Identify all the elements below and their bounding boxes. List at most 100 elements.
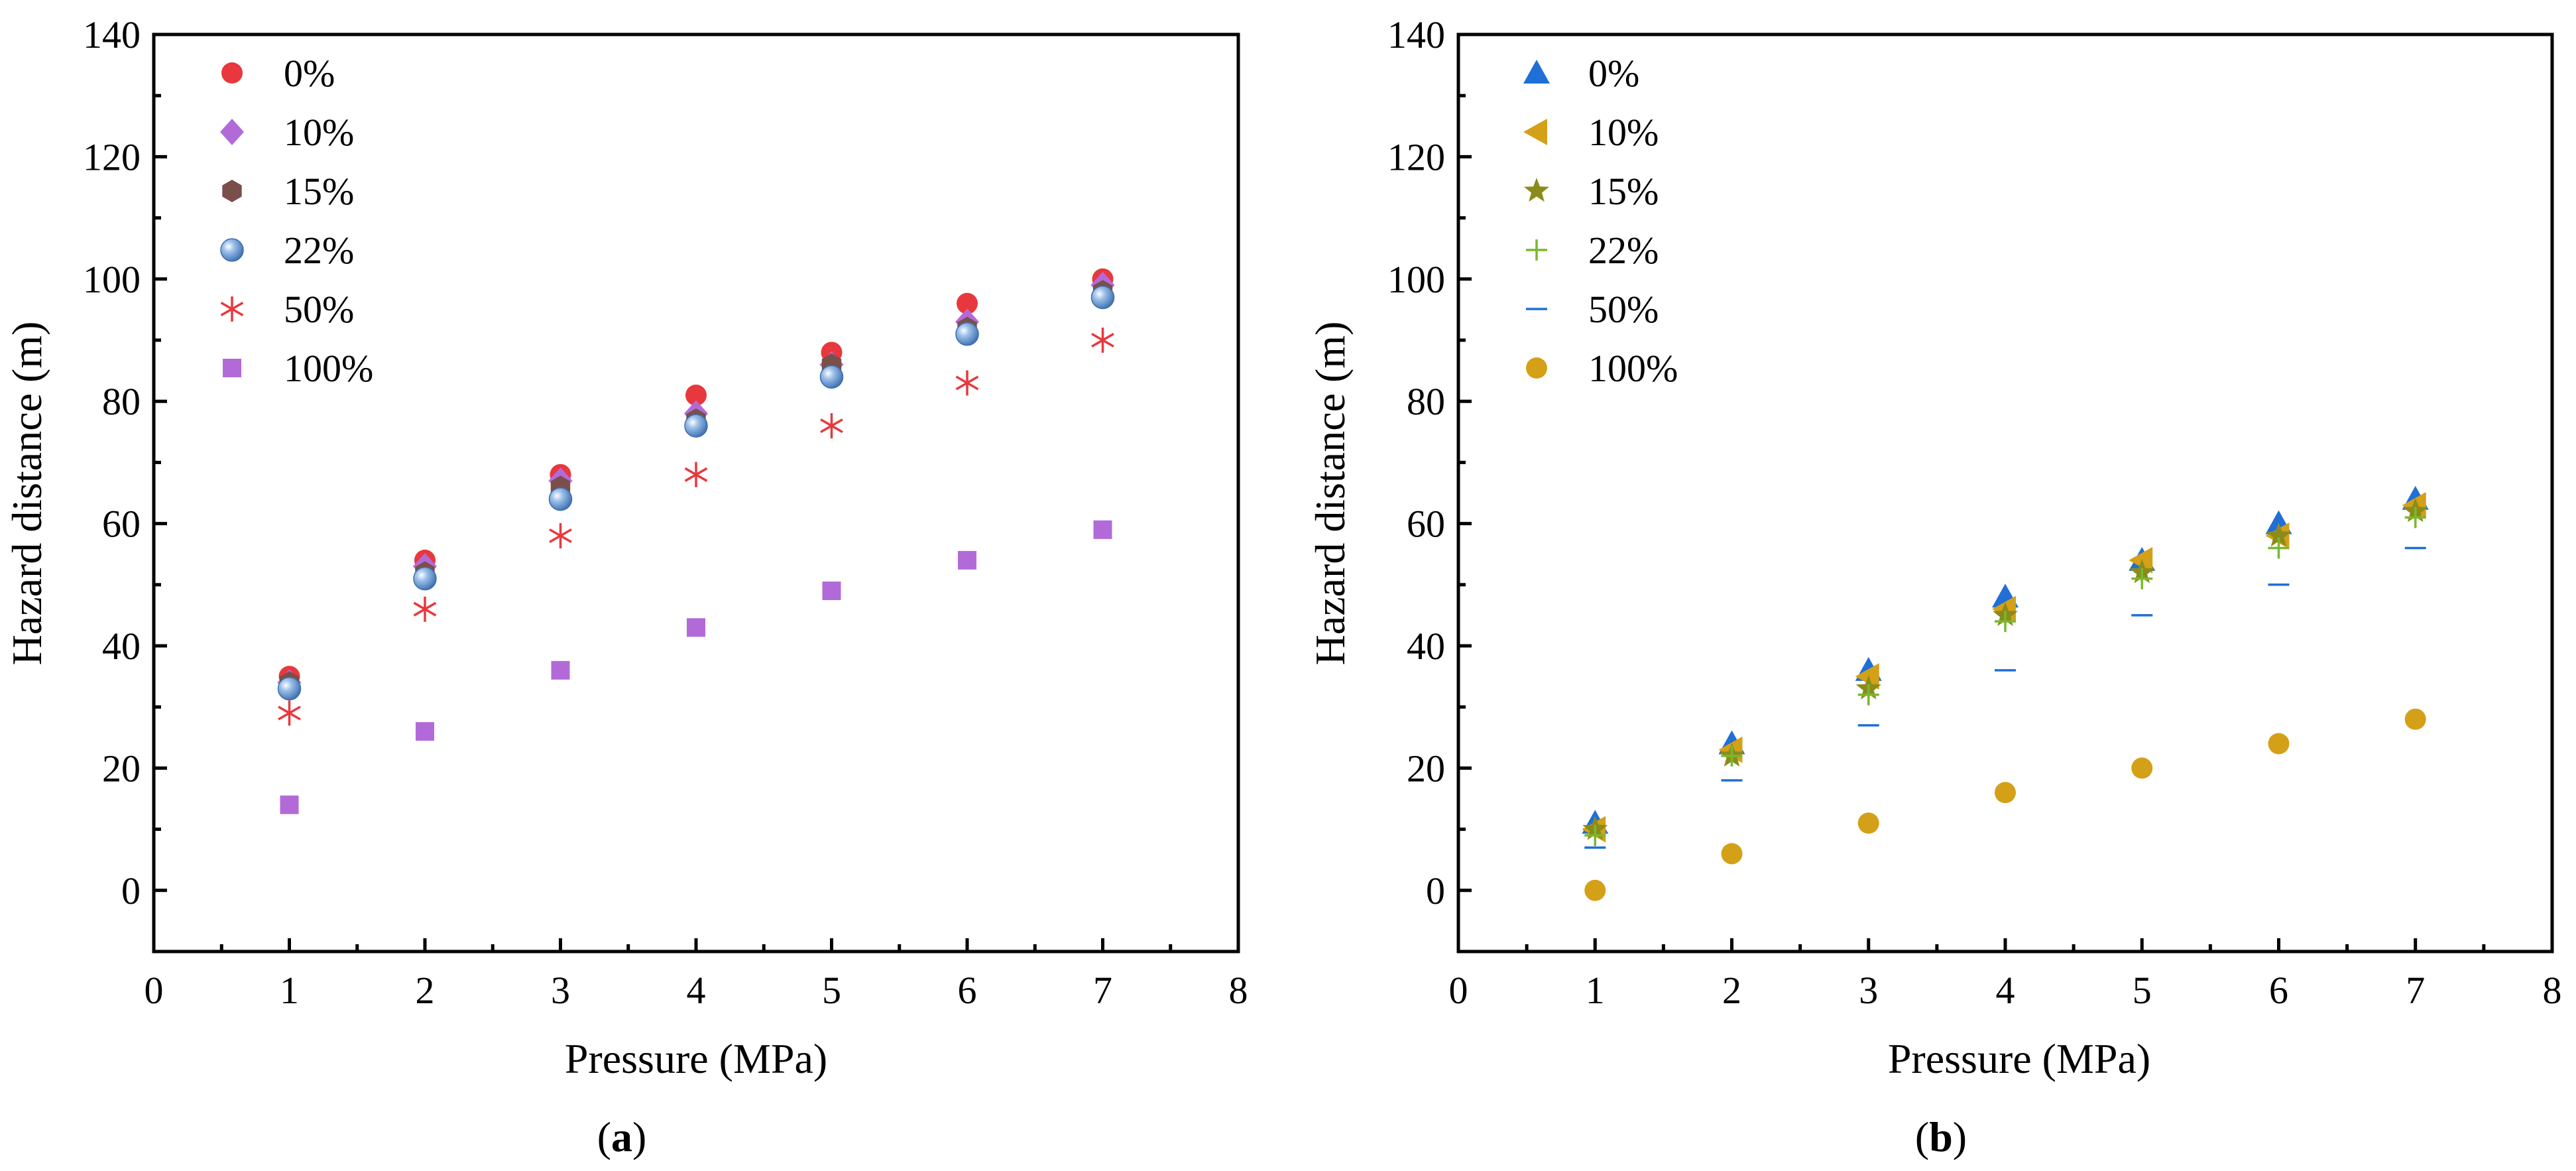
data-point: [820, 413, 843, 439]
legend-label: 22%: [1588, 229, 1659, 272]
legend-label: 15%: [284, 170, 354, 213]
x-axis-title: Pressure (MPa): [1888, 1035, 2150, 1082]
series-22pct: [1584, 507, 2426, 846]
data-point: [1721, 843, 1743, 865]
data-point: [2129, 546, 2153, 574]
data-point: [1090, 285, 1115, 310]
data-point: [1093, 520, 1112, 539]
y-tick-label: 60: [102, 503, 141, 546]
data-point: [2404, 507, 2426, 528]
data-point: [413, 566, 437, 591]
y-axis: 0 20 40 60 80 100 120 140: [1387, 13, 1472, 954]
y-axis: 0 20 40 60 80 100 120 140: [83, 13, 167, 954]
legend-label: 0%: [284, 52, 335, 95]
legend-marker: [222, 180, 242, 202]
x-tick-label: 8: [2543, 969, 2562, 1012]
data-point: [955, 370, 979, 396]
legend-marker: [1524, 178, 1549, 202]
data-point: [822, 582, 841, 601]
data-point: [684, 462, 708, 487]
data-point: [1584, 879, 1606, 901]
chart-panel-a: 0 1 2 3 4 5 6 7 8 0 20 40 60 80 100 120 140 Pressure (M…: [3, 13, 1248, 1160]
data-point: [1995, 782, 2016, 804]
data-point: [1584, 824, 1606, 846]
legend-label: 50%: [1588, 288, 1659, 331]
data-point: [551, 660, 570, 680]
x-tick-label: 1: [1586, 969, 1605, 1012]
data-point: [2131, 757, 2153, 779]
x-tick-label: 2: [416, 969, 435, 1012]
legend-label: 100%: [1588, 347, 1678, 390]
legend-label: 100%: [284, 347, 373, 390]
data-point: [2268, 733, 2290, 755]
chart-panel-b: 0 1 2 3 4 5 6 7 8 0 20 40 60 80 100 120 140 Pressure (M…: [1307, 13, 2562, 1160]
y-tick-label: 120: [1387, 135, 1445, 178]
y-axis-title: Hazard distance (m): [3, 322, 50, 666]
data-points: [277, 268, 1115, 814]
y-tick-label: 80: [1407, 380, 1445, 423]
x-tick-label: 3: [1859, 969, 1878, 1012]
series-100pct: [280, 520, 1112, 814]
legend: 0% 10% 15% 22% 50% 100%: [220, 52, 373, 390]
series-22pct: [277, 285, 1115, 701]
data-point: [955, 322, 979, 346]
data-point: [1721, 745, 1743, 767]
x-tick-label: 7: [2406, 969, 2425, 1012]
legend-label: 10%: [1588, 111, 1659, 154]
data-points: [1582, 485, 2429, 901]
data-point: [685, 384, 707, 406]
legend: 0% 10% 15% 22% 50% 100%: [1523, 52, 1678, 390]
legend-marker: [1526, 357, 1547, 379]
y-tick-label: 140: [1387, 13, 1445, 56]
y-tick-label: 40: [1407, 625, 1445, 668]
legend-label: 50%: [284, 288, 354, 331]
data-point: [2131, 568, 2153, 589]
x-axis: 0 1 2 3 4 5 6 7 8: [1449, 938, 2562, 1012]
data-point: [1995, 611, 2016, 633]
x-tick-label: 0: [145, 969, 164, 1012]
legend-label: 22%: [284, 229, 354, 272]
x-tick-label: 6: [958, 969, 977, 1012]
legend-marker: [1526, 239, 1547, 261]
y-tick-label: 0: [1426, 869, 1445, 912]
data-point: [957, 292, 978, 314]
data-point: [1091, 328, 1114, 353]
legend-marker: [221, 62, 243, 84]
legend-marker: [220, 296, 244, 322]
x-axis-title: Pressure (MPa): [565, 1035, 827, 1082]
data-point: [1857, 812, 1879, 834]
y-axis-title: Hazard distance (m): [1307, 322, 1354, 666]
panel-label-a: (a): [597, 1113, 647, 1160]
data-point: [2266, 523, 2292, 547]
x-tick-label: 0: [1449, 969, 1468, 1012]
data-point: [549, 523, 572, 548]
series-100pct: [1584, 708, 2426, 901]
x-tick-label: 5: [822, 969, 841, 1012]
y-tick-label: 80: [102, 380, 141, 423]
y-tick-label: 40: [102, 625, 141, 668]
data-point: [958, 550, 976, 570]
legend-marker: [1523, 119, 1547, 145]
data-point: [413, 596, 437, 622]
y-tick-label: 20: [102, 747, 141, 790]
data-point: [1857, 684, 1879, 706]
series-50pct: [278, 328, 1114, 726]
data-point: [2268, 537, 2290, 559]
data-point: [278, 700, 301, 726]
data-point: [416, 722, 434, 741]
x-tick-label: 7: [1093, 969, 1112, 1012]
legend-marker: [220, 238, 244, 262]
x-tick-label: 3: [551, 969, 570, 1012]
legend-marker: [1523, 60, 1550, 84]
data-point: [277, 676, 302, 701]
x-tick-label: 5: [2133, 969, 2152, 1012]
legend-marker: [220, 119, 244, 145]
legend-label: 15%: [1588, 170, 1659, 213]
legend-label: 10%: [284, 111, 354, 154]
y-tick-label: 100: [1387, 258, 1445, 301]
series-50pct: [1584, 546, 2426, 849]
data-point: [687, 618, 705, 637]
data-point: [1855, 663, 1879, 690]
panel-letter-b: b: [1929, 1113, 1953, 1160]
